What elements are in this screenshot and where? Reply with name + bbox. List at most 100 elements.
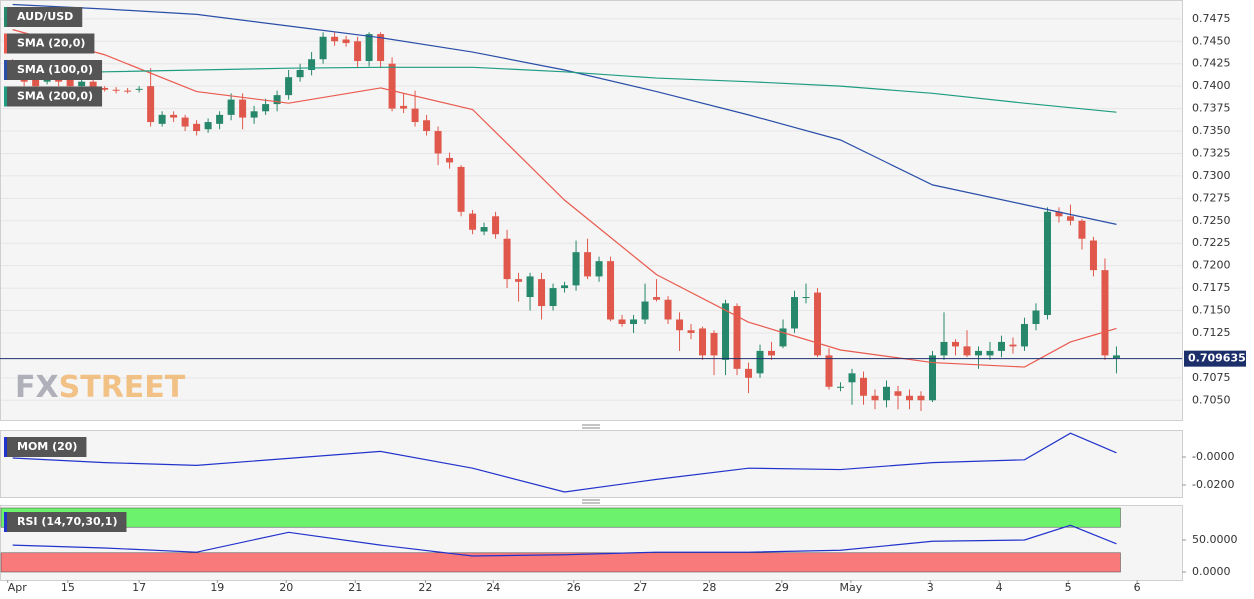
legend-label: AUD/USD [17,10,73,23]
candle-body [457,166,465,212]
watermark-right: STREET [59,370,186,405]
candle-body [1066,216,1074,221]
candle-body [687,330,695,333]
candle-body [630,319,638,324]
legend-label: SMA (20,0) [17,37,85,50]
x-tick-label: 21 [348,581,362,594]
candle-body [285,77,293,96]
x-tick-label: 27 [633,581,647,594]
candle-body [710,332,718,356]
candle-body [917,395,925,401]
candle-body [595,261,603,277]
separators [582,424,600,504]
y-tick-label: 0.7050 [1192,393,1231,406]
candle-body [308,59,316,70]
y-tick-label: 0.7200 [1192,259,1231,272]
candle-body [549,288,557,307]
candle-body [170,114,178,118]
legend-swatch [4,437,7,457]
y-tick-label: 0.7225 [1192,236,1231,249]
x-tick-label: 3 [927,581,934,594]
candle-body [779,328,787,347]
candle-body [791,297,799,329]
candle-body [365,34,373,62]
candle-body [469,213,477,230]
legend-box [4,437,87,457]
watermark-left: FX [15,370,59,405]
candle-body [480,227,488,232]
candle-body [135,88,143,90]
candle-body [216,114,224,124]
legend-box [4,86,103,107]
x-tick-label: 29 [775,581,789,594]
legend-swatch [4,33,7,54]
x-tick-label: Apr [8,581,28,594]
watermark: FXSTREET [15,370,186,405]
y-tick-label: 0.7400 [1192,79,1231,92]
candle-body [653,297,661,300]
x-tick-label: 4 [996,581,1003,594]
candle-body [664,299,672,320]
candle-body [227,99,235,115]
indicator-line [12,432,1117,493]
y-tick-label: 0.7350 [1192,124,1231,137]
legend-box [4,7,83,27]
x-tick-label: 15 [61,581,75,594]
candle-body [756,350,764,374]
y-tick-label: 0.7450 [1192,34,1231,47]
x-tick-label: 19 [210,581,224,594]
candle-body [940,341,948,356]
legend-swatch [4,60,7,80]
x-tick-label: 22 [418,581,432,594]
candle-body [1020,323,1028,347]
candle-body [89,81,97,88]
x-tick-label: 26 [567,581,581,594]
candle-body [434,131,442,154]
y-tick-label: -0.0200 [1192,478,1234,491]
legend-swatch [4,7,7,27]
candle-body [745,368,753,378]
candle-body [733,306,741,369]
candle-body [974,350,982,356]
candle-body [986,350,994,356]
candle-body [814,292,822,356]
candle-body [446,157,454,163]
candle-body [377,34,385,62]
candle-body [1055,211,1063,217]
y-tick-label: 0.7125 [1192,326,1231,339]
candle-body [273,95,281,105]
x-tick-label: 17 [132,581,146,594]
candle-body [618,319,626,324]
candle-body [768,350,776,356]
y-tick-label: 0.7150 [1192,304,1231,317]
legend-swatch [4,86,7,107]
candle-body [400,105,408,109]
y-tick-label: -0.0000 [1192,450,1234,463]
candle-body [411,108,419,123]
candle-body [526,276,534,298]
candle-body [538,279,546,307]
candle-body [124,90,132,92]
candle-body [388,63,396,109]
candle-body [894,391,902,396]
y-tick-label: 0.7250 [1192,214,1231,227]
candle-body [319,36,327,60]
legend-swatch [4,512,7,532]
legend-box [4,60,103,80]
candle-body [1101,270,1109,356]
candle-body [963,346,971,356]
candle-body [1078,220,1086,239]
candle-body [331,36,339,42]
y-tick-label: 0.7300 [1192,169,1231,182]
candle-body [722,303,730,360]
y-tick-label: 0.7175 [1192,281,1231,294]
candle-body [32,77,40,87]
candle-body [997,341,1005,351]
legend-box [4,512,127,532]
candle-body [1032,310,1040,324]
x-tick-label: 20 [279,581,293,594]
y-tick-label: 0.7275 [1192,191,1231,204]
candle-body [296,70,304,78]
candle-body [883,386,890,401]
